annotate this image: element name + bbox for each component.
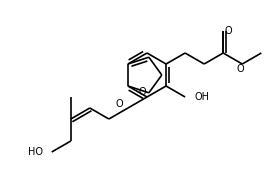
Text: O: O — [236, 64, 244, 74]
Text: O: O — [224, 26, 232, 36]
Text: OH: OH — [194, 92, 209, 102]
Text: O: O — [138, 87, 146, 97]
Text: O: O — [115, 99, 123, 109]
Text: HO: HO — [28, 147, 43, 157]
